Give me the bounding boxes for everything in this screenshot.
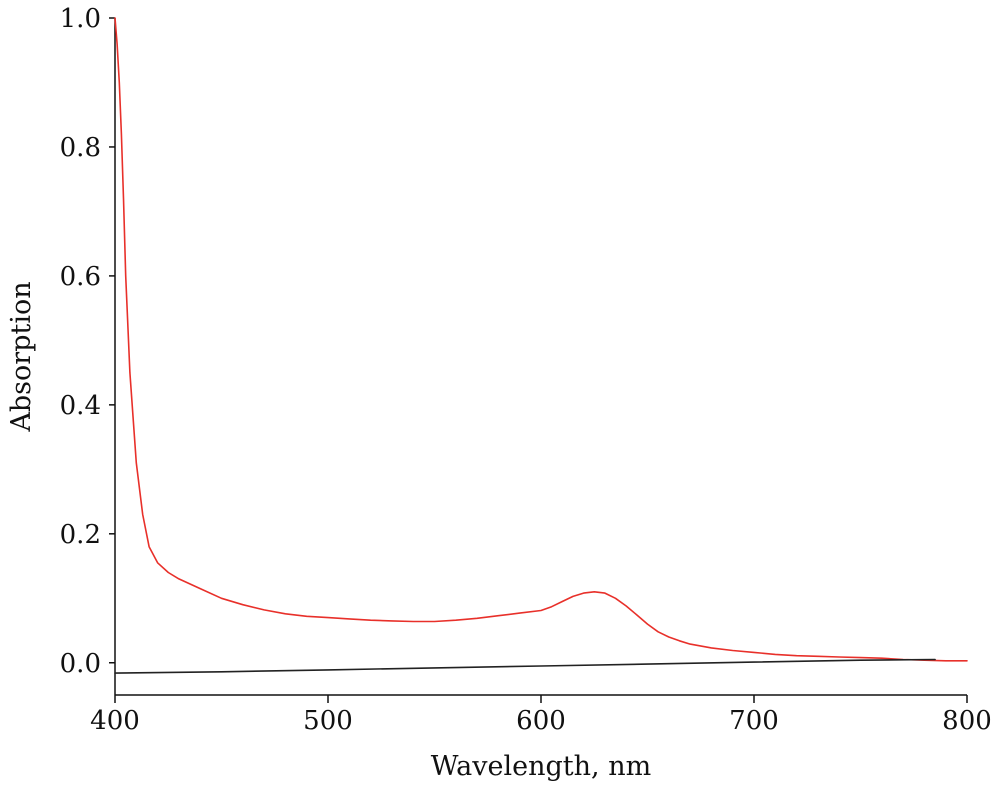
y-tick-label: 1.0 [60, 4, 101, 34]
x-tick-label: 600 [516, 706, 566, 736]
y-tick-label: 0.0 [60, 649, 101, 679]
y-axis-title: Absorption [6, 281, 37, 432]
series-line-2 [114, 658, 936, 674]
y-tick-label: 0.6 [60, 262, 101, 292]
x-tick-label: 500 [303, 706, 353, 736]
series-group [114, 17, 968, 674]
x-tick-label: 700 [729, 706, 779, 736]
y-tick-label: 0.2 [60, 520, 101, 550]
series-line-1 [114, 17, 968, 662]
x-axis-title: Wavelength, nm [431, 751, 651, 782]
y-tick-label: 0.4 [60, 391, 101, 421]
ticks-group: 400 500 600 700 800 0.0 0.2 0.4 0.6 0.8 1.0 [60, 4, 992, 736]
axes [114, 18, 967, 696]
x-tick-label: 800 [942, 706, 992, 736]
y-tick-label: 0.8 [60, 133, 101, 163]
x-tick-label: 400 [90, 706, 140, 736]
